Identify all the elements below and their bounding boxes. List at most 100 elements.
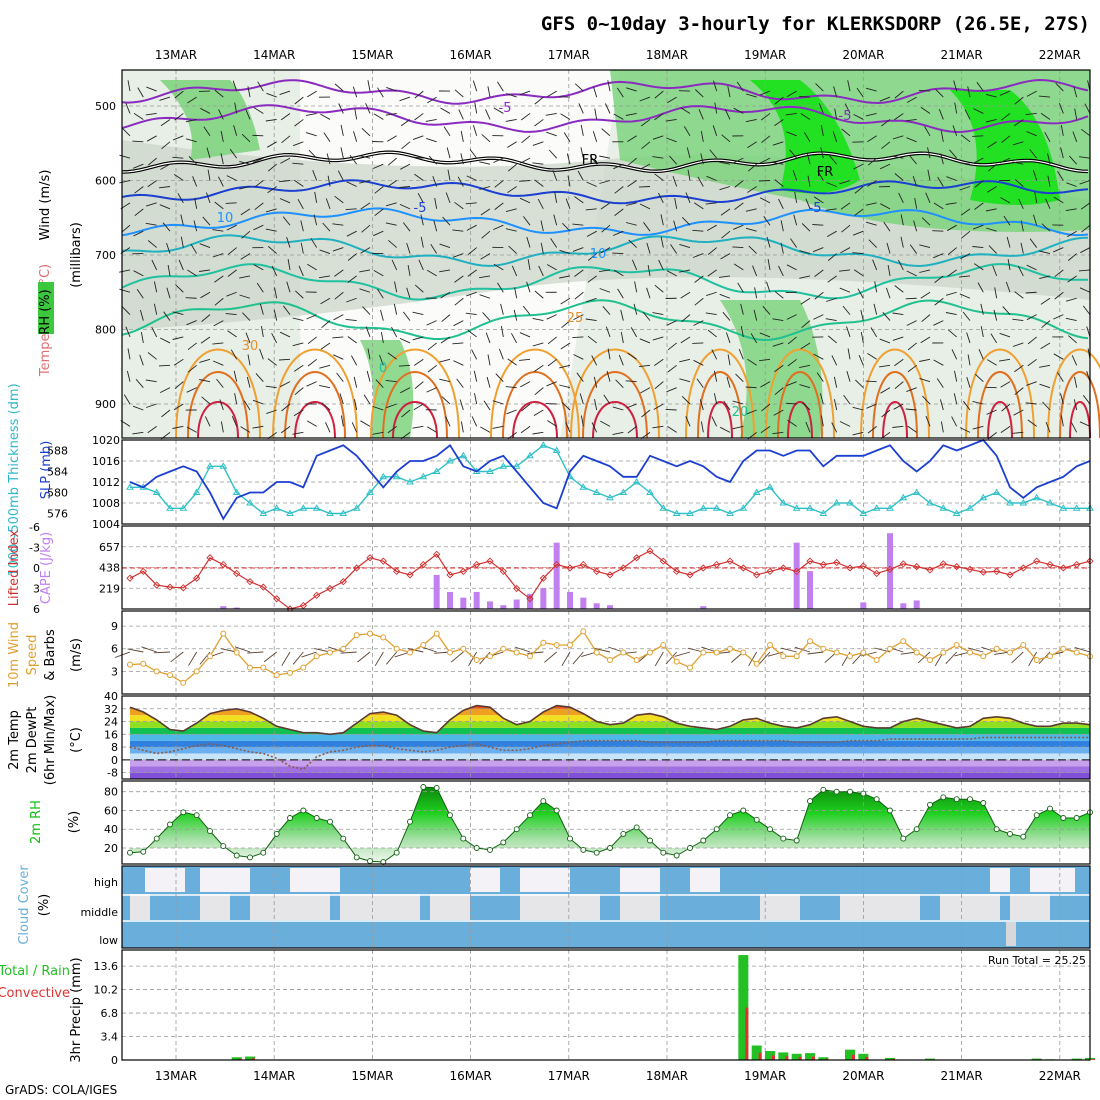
lifted-point xyxy=(646,547,654,555)
wind-barb xyxy=(166,242,171,254)
wind-speed-point xyxy=(340,645,347,652)
tick-label: 40 xyxy=(104,690,118,703)
date-label-top: 16MAR xyxy=(450,48,492,62)
wind-barb xyxy=(213,360,224,366)
wind-barb xyxy=(773,409,784,416)
wind-barb xyxy=(519,358,531,361)
wind-panel-labels: 10m Wind Speed & Barbs (m/s) xyxy=(7,622,84,688)
lifted-point xyxy=(846,564,854,572)
wind-barb xyxy=(723,400,731,411)
wind-barb xyxy=(386,135,397,142)
cape-bar xyxy=(233,607,240,609)
wind-barb xyxy=(1025,291,1037,294)
wind-barb xyxy=(467,330,477,338)
wind-barb xyxy=(428,155,437,165)
wind-barb xyxy=(627,157,637,166)
wind-barb xyxy=(986,227,997,232)
tick-label: 8 xyxy=(111,741,118,754)
wind-barb xyxy=(199,269,211,272)
wind-barb xyxy=(1073,399,1078,411)
wind-barb xyxy=(1000,197,1011,204)
wind-barb xyxy=(906,387,917,393)
wind-barb xyxy=(894,173,904,181)
wind-barb xyxy=(1029,149,1038,159)
rh-point xyxy=(727,812,733,819)
wind-barb xyxy=(126,370,131,382)
wind-speed-point xyxy=(900,638,907,645)
wind-label-1: 10m Wind xyxy=(7,622,22,688)
wind-barb xyxy=(319,249,331,254)
wind-barb xyxy=(867,157,877,166)
wind-barb-10m xyxy=(594,647,611,653)
precip-bar xyxy=(765,1051,775,1060)
wind-barb-10m xyxy=(127,648,144,653)
tick-label: 6 xyxy=(111,643,118,656)
wind-barb xyxy=(817,170,824,181)
wind-barb xyxy=(497,81,504,92)
date-label-bottom: 13MAR xyxy=(155,1069,197,1083)
wind-barb xyxy=(945,202,957,205)
wind-barb xyxy=(533,409,544,416)
wind-barb xyxy=(257,81,264,92)
wind-barb xyxy=(1002,306,1011,315)
cloud-clear-high xyxy=(470,868,500,892)
wind-barb xyxy=(745,227,757,232)
wind-barb xyxy=(372,431,384,435)
wind-barb xyxy=(980,326,984,338)
wind-barb xyxy=(920,106,931,114)
wind-barb xyxy=(279,381,291,388)
wind-barb xyxy=(670,244,678,254)
wind-speed-point xyxy=(500,645,507,652)
wind-barb xyxy=(945,291,957,296)
wind-barb xyxy=(866,403,877,409)
upper-rh-label: RH (%) xyxy=(38,289,53,334)
wind-barb xyxy=(1074,108,1078,120)
wind-barb xyxy=(440,291,451,299)
rh-point xyxy=(593,849,600,856)
wind-barb xyxy=(239,294,251,299)
panel-frame xyxy=(121,525,1091,610)
wind-barb xyxy=(359,155,371,159)
thickness-line xyxy=(130,444,1090,515)
wind-barb xyxy=(819,393,824,405)
temp-contour xyxy=(121,234,1089,268)
thickness-point xyxy=(299,504,308,511)
wind-barb xyxy=(234,102,238,114)
wind-barb xyxy=(865,202,877,206)
wind-barb xyxy=(447,169,451,181)
wind-barb-10m xyxy=(758,651,771,665)
wind-speed-point xyxy=(380,634,387,641)
thickness-point xyxy=(326,509,334,516)
thickness-point xyxy=(486,467,494,474)
wind-barb xyxy=(412,336,424,341)
wind-barb xyxy=(398,364,411,367)
wind-barb xyxy=(377,87,384,98)
wind-barb xyxy=(550,238,558,248)
date-label-bottom: 22MAR xyxy=(1039,1069,1081,1083)
wind-barb xyxy=(166,287,171,299)
wind-barb xyxy=(760,425,771,434)
wind-barb xyxy=(1020,220,1024,232)
wind-barb xyxy=(919,377,931,383)
precip-bar xyxy=(791,1053,802,1060)
wind-barb xyxy=(933,359,944,366)
wind-barb xyxy=(1026,264,1037,271)
rh-point xyxy=(500,839,507,846)
wind-barb xyxy=(172,156,184,159)
precip-conv-bar xyxy=(1092,1058,1095,1060)
rh-point xyxy=(967,796,973,803)
wind-barb xyxy=(722,311,731,321)
temp-band xyxy=(130,727,1090,735)
thickness-point xyxy=(312,504,321,511)
cape-bar xyxy=(500,605,507,609)
wind-barb xyxy=(1082,395,1091,405)
wind-barb xyxy=(520,425,531,434)
wind-barb xyxy=(919,244,931,248)
wind-barb xyxy=(1047,153,1051,165)
wind-barb xyxy=(119,269,131,273)
wind-barb xyxy=(726,376,731,388)
tick-label: 0 xyxy=(111,1054,118,1067)
cape-bar xyxy=(887,533,893,609)
wind-barb xyxy=(719,161,731,165)
wind-barb xyxy=(241,230,251,239)
